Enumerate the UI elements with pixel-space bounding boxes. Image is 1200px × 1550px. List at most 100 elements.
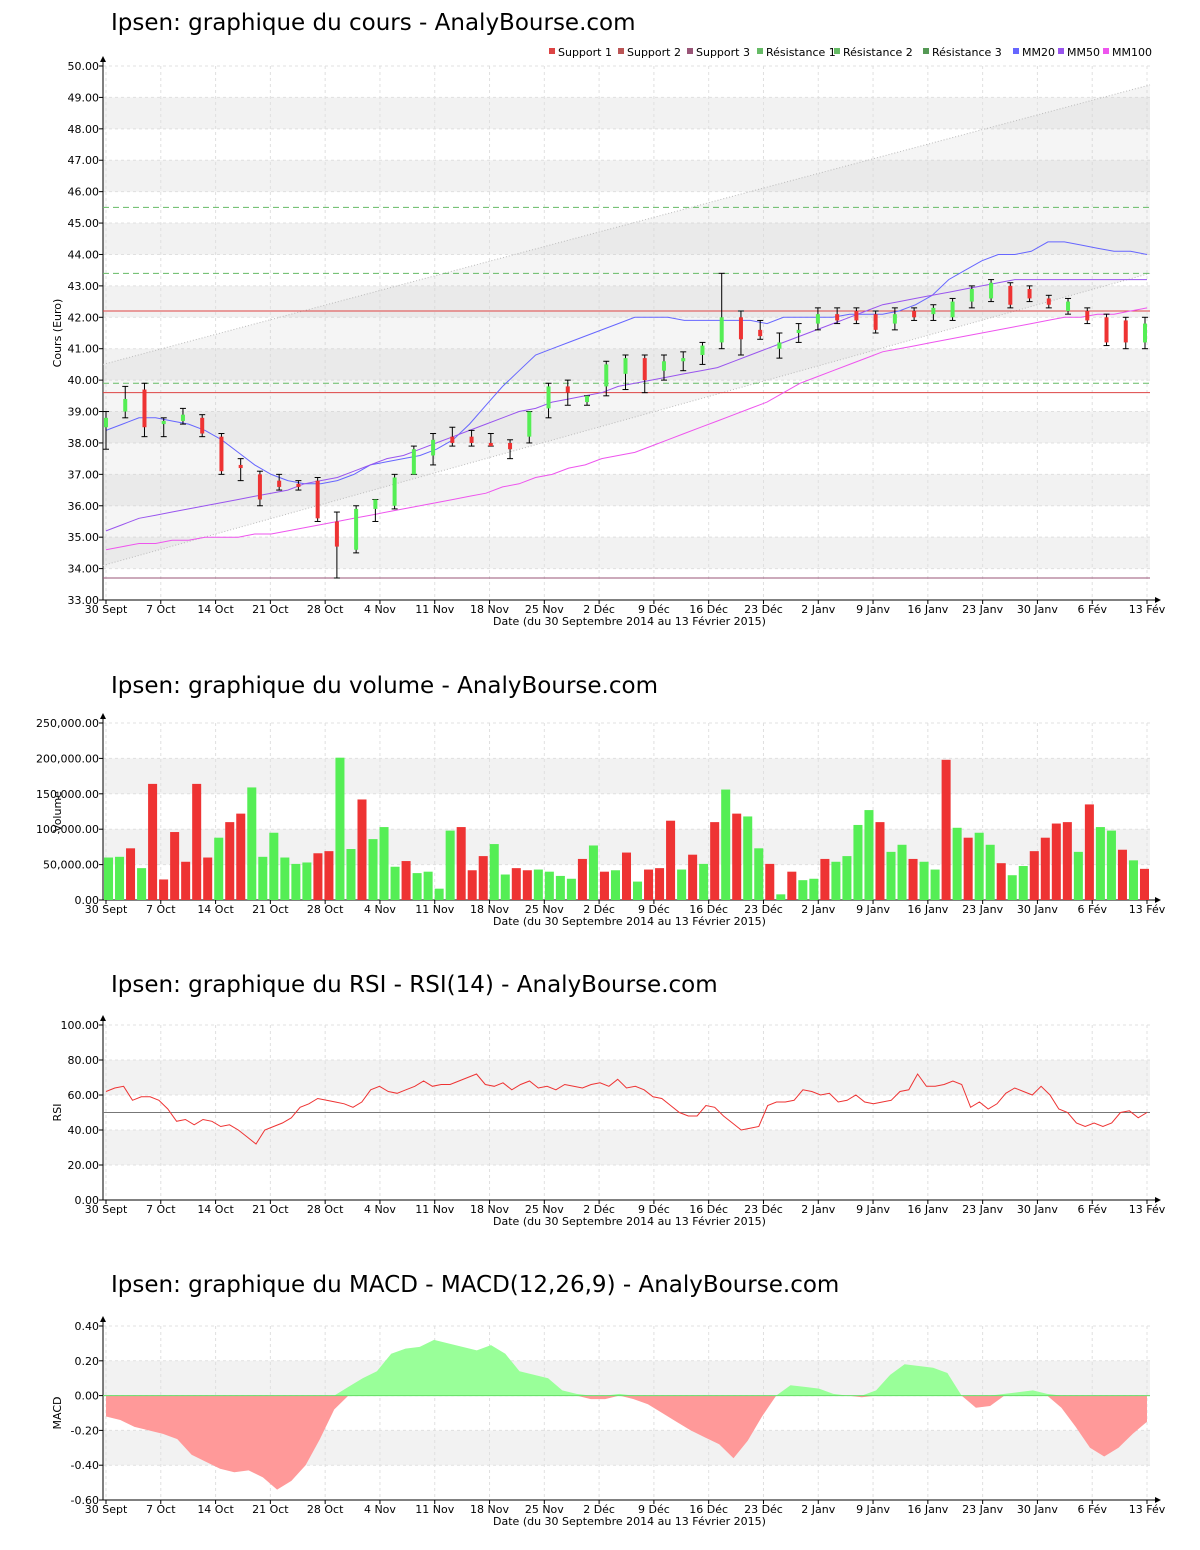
x-tick-label: 16 Déc (689, 1503, 728, 1516)
y-tick-label: 0.20 (75, 1355, 100, 1368)
volume-bar (875, 822, 885, 900)
volume-bar (831, 861, 841, 900)
volume-bar (115, 856, 125, 900)
y-tick-label: 0.00 (75, 1194, 100, 1207)
x-axis-caption: Date (du 30 Septembre 2014 au 13 Février… (493, 1215, 766, 1228)
y-axis-label: MACD (51, 1397, 64, 1430)
x-tick-label: 25 Nov (525, 1203, 564, 1216)
candle-body (373, 499, 378, 509)
trend-channel-lower (102, 272, 1151, 566)
x-tick-label: 30 Sept (85, 603, 128, 616)
volume-bar (919, 861, 929, 900)
x-tick-label: 2 Janv (801, 1203, 835, 1216)
volume-bar (445, 830, 455, 900)
macd-positive-area (106, 1339, 1147, 1396)
legend-swatch (618, 48, 624, 54)
x-tick-label: 28 Oct (307, 903, 344, 916)
volume-bar (996, 863, 1006, 900)
candle-body (892, 314, 897, 324)
legend-label: Support 1 (558, 46, 612, 59)
x-tick-label: 2 Déc (583, 603, 615, 616)
candle-body (796, 329, 801, 333)
candle-body (450, 436, 455, 443)
volume-bar (677, 869, 687, 900)
x-tick-label: 16 Janv (907, 603, 948, 616)
candle-body (411, 449, 416, 475)
volume-bar (864, 810, 874, 900)
x-tick-label: 21 Oct (252, 1203, 289, 1216)
candle-body (469, 436, 474, 443)
volume-bar (302, 862, 312, 900)
candle-body (969, 289, 974, 302)
legend-label: Résistance 3 (932, 46, 1002, 59)
x-tick-label: 28 Oct (307, 1503, 344, 1516)
x-tick-label: 11 Nov (415, 1203, 454, 1216)
x-axis-caption: Date (du 30 Septembre 2014 au 13 Février… (493, 915, 766, 928)
x-tick-label: 18 Nov (470, 603, 509, 616)
y-tick-label: 50,000.00 (43, 859, 99, 872)
x-tick-label: 30 Sept (85, 1203, 128, 1216)
legend-label: MM50 (1067, 46, 1100, 59)
volume-bar (269, 832, 279, 900)
x-tick-label: 18 Nov (470, 1203, 509, 1216)
macd-negative-area (106, 1395, 1147, 1490)
candle-body (700, 345, 705, 355)
y-tick-label: 200,000.00 (36, 752, 99, 765)
legend-swatch (834, 48, 840, 54)
price-chart: 33.00 34.00 35.00 36.00 37.00 38.00 39.00 40.00… (51, 46, 1166, 628)
volume-bar (655, 868, 665, 900)
candle-body (508, 442, 513, 450)
x-tick-label: 25 Nov (525, 903, 564, 916)
macd-chart-title: Ipsen: graphique du MACD - MACD(12,26,9)… (111, 1272, 840, 1298)
x-tick-label: 23 Janv (962, 1503, 1003, 1516)
volume-bar (291, 863, 301, 900)
volume-bar (192, 783, 202, 900)
candle-body (719, 317, 724, 343)
volume-bar (434, 888, 444, 900)
x-tick-label: 23 Janv (962, 1203, 1003, 1216)
x-tick-label: 6 Fév (1077, 603, 1107, 616)
volume-bar (809, 878, 819, 900)
x-tick-label: 11 Nov (415, 1503, 454, 1516)
volume-bar (522, 870, 532, 900)
volume-bar (346, 849, 356, 900)
candle-body (180, 414, 185, 421)
volume-bar (1029, 851, 1039, 900)
volume-bar (621, 852, 632, 900)
x-tick-label: 23 Déc (744, 603, 783, 616)
x-tick-label: 14 Oct (197, 903, 234, 916)
candle-body (1143, 323, 1147, 343)
volume-bar (456, 827, 466, 900)
volume-bar (644, 869, 654, 900)
y-tick-label: 40.00 (68, 374, 100, 387)
volume-bar (886, 851, 896, 900)
y-tick-label: -0.40 (71, 1459, 99, 1472)
volume-bar (963, 837, 973, 900)
y-tick-label: 43.00 (68, 280, 100, 293)
x-tick-label: 21 Oct (252, 603, 289, 616)
x-tick-label: 23 Déc (744, 1503, 783, 1516)
y-tick-label: 0.40 (75, 1320, 100, 1333)
grid-band (103, 97, 1150, 129)
volume-bar (985, 844, 995, 900)
volume-bar (787, 871, 797, 900)
candle-body (257, 474, 262, 500)
trend-channel-upper (102, 84, 1151, 365)
volume-chart-title: Ipsen: graphique du volume - AnalyBourse… (111, 673, 658, 699)
legend-swatch (1013, 48, 1019, 54)
volume-bar (743, 816, 753, 900)
candle-body (431, 439, 436, 456)
volume-bar (952, 827, 962, 900)
x-tick-label: 9 Déc (638, 903, 670, 916)
y-tick-label: 80.00 (68, 1054, 100, 1067)
x-tick-label: 21 Oct (252, 1503, 289, 1516)
volume-bar (203, 857, 213, 900)
y-axis-label: Cours (Euro) (51, 299, 64, 368)
volume-bar (555, 875, 565, 900)
volume-bar (225, 822, 235, 900)
candle-body (104, 417, 108, 428)
x-tick-label: 30 Janv (1017, 603, 1058, 616)
volume-bar (258, 856, 268, 900)
candle-body (296, 483, 301, 487)
legend-label: Résistance 2 (843, 46, 913, 59)
